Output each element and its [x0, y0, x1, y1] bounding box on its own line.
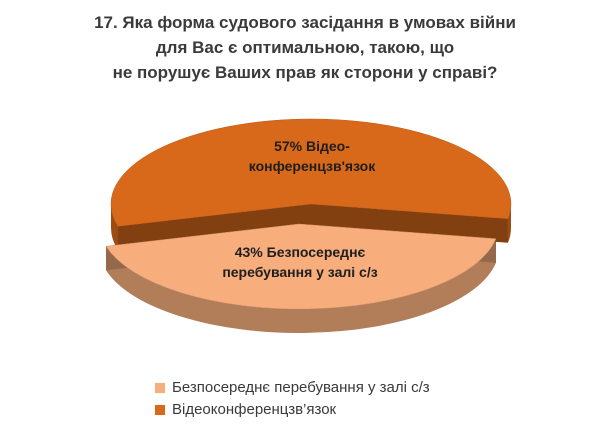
- pie-slice: [105, 223, 497, 310]
- data-label: 57% Відео-конференцзв'язок: [248, 138, 376, 174]
- slice-side: [105, 238, 496, 333]
- chart-title: не порушує Ваших прав як сторони у справ…: [113, 63, 498, 82]
- legend-swatch: [155, 405, 165, 415]
- chart-title: 17. Яка форма судового засідання в умова…: [94, 13, 516, 32]
- pie-slice: [110, 118, 512, 227]
- legend-label: Відеоконференцзв’язок: [172, 401, 337, 418]
- slice-face: [311, 204, 508, 243]
- slice-side: [507, 204, 511, 243]
- data-label: 43% Безпосереднє перебування у залі с/з: [222, 244, 378, 280]
- chart-title: для Вас є оптимальною, такою, що: [156, 38, 454, 57]
- legend-label: Безпосереднє перебування у залі с/з: [172, 379, 430, 396]
- slice-face: [117, 204, 311, 251]
- legend-swatch: [155, 383, 165, 393]
